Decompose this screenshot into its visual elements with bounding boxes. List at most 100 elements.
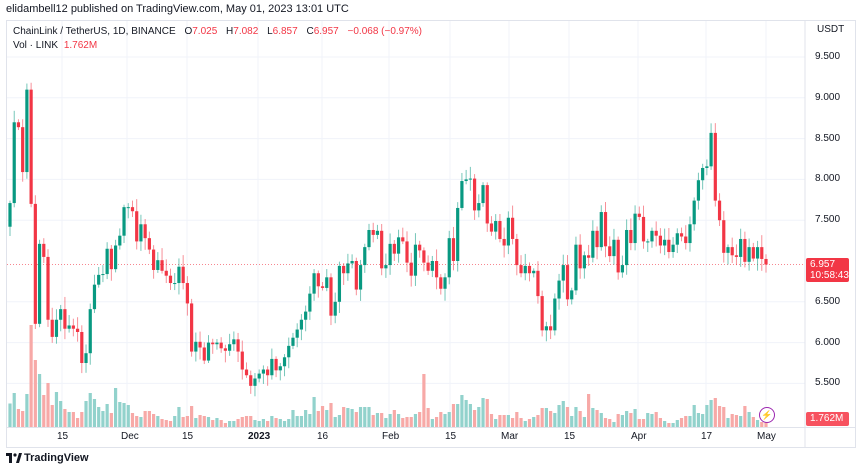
tradingview-footer[interactable]: TradingView — [6, 452, 89, 464]
volume-bar — [519, 418, 523, 427]
volume-bar — [304, 410, 308, 427]
volume-bar — [54, 392, 59, 427]
low-label: L — [267, 26, 273, 37]
candle-body — [426, 262, 430, 271]
candle-body — [709, 132, 713, 167]
candle-body — [206, 342, 211, 361]
price-tick: 9.000 — [815, 91, 841, 103]
time-tick: 15 — [57, 431, 69, 442]
lightning-icon[interactable]: ⚡ — [759, 407, 775, 423]
volume-bar — [536, 415, 540, 427]
volume-bar — [118, 402, 122, 427]
volume-bar — [472, 410, 477, 427]
candle-body — [54, 319, 59, 337]
time-tick: May — [757, 431, 776, 442]
volume-bar — [371, 415, 375, 427]
candle-body — [506, 217, 510, 246]
volume-bar — [223, 423, 227, 427]
volume-bar — [160, 419, 164, 427]
symbol-title[interactable]: ChainLink / TetherUS, 1D, BINANCE — [13, 26, 176, 37]
volume-bar — [494, 419, 498, 427]
close-label: C — [306, 26, 314, 37]
volume-label[interactable]: Vol · LINK — [13, 40, 59, 51]
candle-body — [135, 211, 139, 242]
volume-bar — [135, 416, 139, 427]
candle-body — [468, 178, 472, 180]
candle-body — [612, 239, 616, 257]
candle-body — [240, 351, 244, 370]
candle-body — [625, 229, 629, 266]
candle-body — [337, 265, 342, 302]
candle-body — [498, 221, 502, 239]
volume-value: 1.762M — [63, 40, 98, 51]
candle-body — [232, 339, 236, 345]
candle-body — [156, 260, 160, 270]
candle-body — [396, 237, 401, 254]
volume-bar — [603, 418, 608, 427]
candle-body — [451, 238, 456, 261]
volume-bar — [447, 412, 451, 427]
candle-body — [477, 203, 481, 211]
volume-bar — [236, 419, 240, 427]
candle-body — [253, 378, 257, 386]
candle-body — [316, 273, 320, 287]
candle-body — [481, 185, 485, 204]
volume-bar — [422, 374, 426, 427]
volume-bar — [633, 409, 637, 427]
volume-bar — [358, 407, 363, 427]
volume-bar — [177, 407, 181, 427]
tradingview-logo-icon — [6, 453, 22, 463]
candle-body — [105, 248, 109, 275]
candle-body — [510, 217, 515, 239]
volume-bar — [151, 414, 156, 427]
candle-body — [185, 283, 189, 304]
volume-bar — [418, 412, 422, 427]
volume-bar — [316, 411, 320, 427]
volume-bar — [515, 412, 519, 427]
volume-bar — [608, 419, 612, 427]
candle-body — [591, 230, 595, 258]
volume-bar — [743, 406, 747, 427]
volume-bar — [249, 416, 253, 427]
candle-body — [637, 213, 641, 217]
candle-body — [308, 293, 312, 312]
volume-bar — [658, 418, 663, 427]
candle-body — [603, 212, 608, 247]
candle-body — [33, 203, 37, 324]
volume-bar — [380, 413, 384, 427]
candle-body — [358, 265, 363, 290]
volume-bar — [641, 419, 646, 427]
volume-bar — [211, 420, 215, 427]
volume-bar — [612, 422, 616, 427]
candle-body — [274, 358, 278, 371]
volume-bar — [464, 400, 468, 427]
volume-bar — [549, 411, 553, 427]
volume-bar — [439, 412, 443, 427]
candle-body — [266, 369, 270, 376]
volume-bar — [540, 408, 544, 427]
volume-bar — [320, 406, 325, 427]
volume-bar — [409, 417, 413, 427]
volume-bar — [270, 416, 274, 427]
candle-body — [71, 325, 75, 329]
candle-body — [194, 341, 198, 352]
volume-bar — [113, 388, 118, 427]
candle-body — [363, 247, 367, 266]
volume-bar — [278, 419, 282, 427]
candle-body — [236, 339, 240, 352]
currency-label[interactable]: USDT — [817, 24, 845, 35]
volume-bar — [337, 415, 342, 427]
volume-bar — [646, 413, 650, 427]
volume-bar — [663, 421, 667, 427]
candle-body — [705, 166, 709, 168]
candle-body — [485, 185, 489, 224]
volume-bar — [637, 419, 641, 427]
candle-body — [12, 122, 16, 204]
candle-body — [464, 179, 468, 182]
candle-body — [139, 224, 143, 242]
time-tick: 17 — [701, 431, 713, 442]
candle-body — [620, 265, 625, 273]
volume-bar — [206, 417, 211, 427]
candle-body — [143, 224, 147, 239]
